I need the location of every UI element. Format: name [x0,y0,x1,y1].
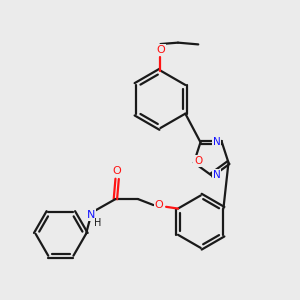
Text: N: N [213,170,220,180]
Text: H: H [94,218,102,228]
Text: O: O [113,166,122,176]
Text: O: O [156,45,165,55]
Text: N: N [213,137,220,147]
Text: O: O [194,156,202,166]
Text: O: O [155,200,164,210]
Text: N: N [87,210,95,220]
